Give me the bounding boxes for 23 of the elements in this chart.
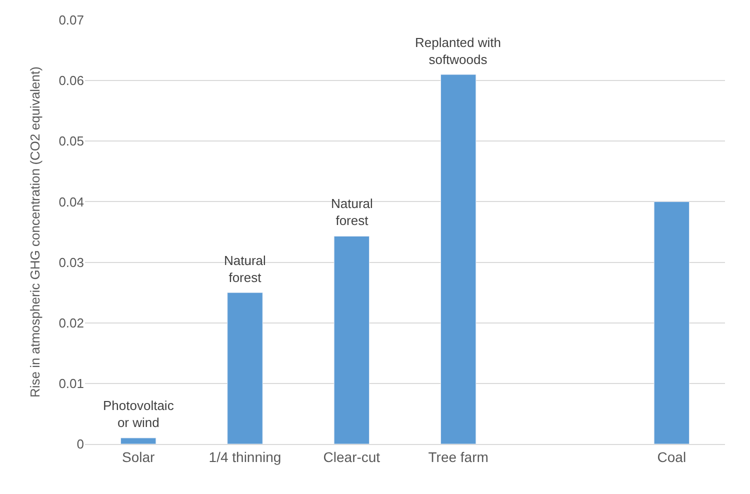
annotation: Replanted with softwoods [415, 35, 501, 67]
x-tick-label: Solar [122, 448, 156, 465]
y-tick-label: 0.01 [58, 376, 84, 391]
x-tick-label: Clear-cut [323, 448, 380, 465]
bar [120, 438, 156, 444]
y-tick-label: 0.02 [58, 315, 84, 330]
bar [227, 292, 263, 444]
y-axis-title: Rise in atmospheric GHG concentration (CO2 equivalent) [28, 66, 43, 398]
y-tick-label: 0.07 [58, 12, 84, 28]
y-tick-label: 0.06 [58, 73, 84, 88]
x-tick-label: Coal [657, 448, 686, 465]
y-tick-label: 0.04 [58, 194, 84, 210]
annotation: Natural forest [331, 196, 374, 228]
x-tick-label: Tree farm [428, 448, 488, 465]
y-tick-label: 0.05 [58, 134, 84, 149]
annotation: Natural forest [224, 253, 266, 285]
x-tick-label: 1/4 thinning [208, 448, 282, 465]
annotation: Photovoltaic or wind [103, 398, 174, 430]
bar [334, 236, 370, 444]
y-tick-label: 0.03 [58, 254, 84, 270]
bar [440, 74, 476, 444]
y-tick-label: 0 [76, 436, 84, 452]
bar [654, 201, 690, 444]
